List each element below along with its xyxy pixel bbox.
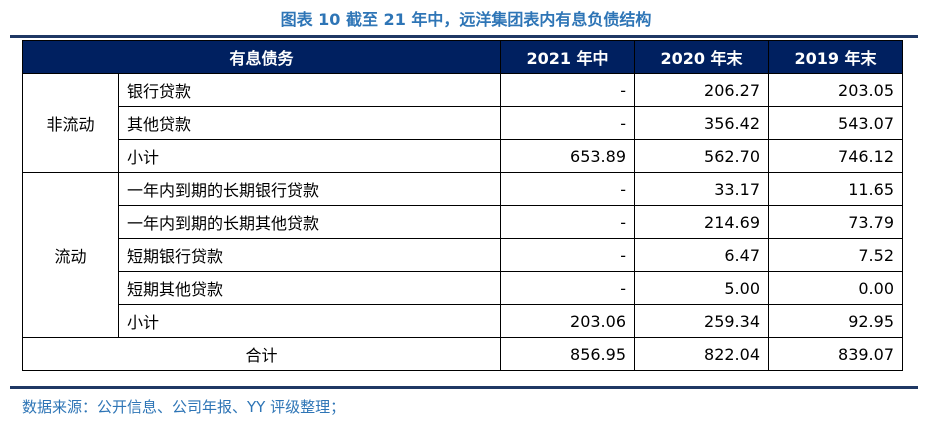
table-row: 流动 一年内到期的长期银行贷款 -33.17 11.65 (22, 172, 903, 338)
item-label: 短期其他贷款 (118, 271, 501, 305)
table-row: 非流动 银行贷款 -206.27 203.05 (22, 73, 903, 173)
value-cell: 73.79 (768, 205, 903, 239)
header-2019: 2019 年末 (768, 40, 903, 74)
table-row: 短期银行贷款 -6.47 7.52 (23, 238, 903, 272)
total-row: 合计 856.95 822.04 839.07 (22, 337, 903, 371)
header-item: 有息债务 (22, 40, 501, 74)
table-header: 有息债务 2021 年中 2020 年末 2019 年末 (22, 40, 903, 74)
item-label: 其他贷款 (118, 106, 501, 140)
table-row: 一年内到期的长期其他贷款 -214.69 73.79 (23, 205, 903, 239)
value-cell: 7.52 (768, 238, 903, 272)
value-cell: 203.05 (768, 73, 903, 107)
total-label: 合计 (22, 337, 501, 371)
table-row: 小计 203.06 259.34 92.95 (23, 304, 903, 338)
value-cell: 653.89 (500, 139, 635, 173)
value-cell: 206.27 (634, 73, 769, 107)
table-row: 其他贷款 -356.42 543.07 (23, 106, 903, 140)
value-cell: 562.70 (634, 139, 769, 173)
item-label: 一年内到期的长期银行贷款 (118, 172, 501, 206)
value-cell: - (500, 106, 635, 140)
value-cell: - (500, 73, 635, 107)
value-cell: - (500, 205, 635, 239)
value-cell: 746.12 (768, 139, 903, 173)
value-cell: - (500, 238, 635, 272)
debt-table: 有息债务 2021 年中 2020 年末 2019 年末 非流动 银行贷款 -206… (22, 40, 903, 371)
table-row: 小计 653.89 562.70 746.12 (23, 139, 903, 173)
value-cell: 214.69 (634, 205, 769, 239)
total-value: 856.95 (500, 337, 635, 371)
total-value: 839.07 (768, 337, 903, 371)
item-label: 小计 (118, 139, 501, 173)
bottom-divider (10, 386, 918, 389)
value-cell: - (500, 172, 635, 206)
value-cell: 259.34 (634, 304, 769, 338)
value-cell: - (500, 271, 635, 305)
table-row: 短期其他贷款 -5.00 0.00 (23, 271, 903, 305)
value-cell: 356.42 (634, 106, 769, 140)
source-note: 数据来源：公开信息、公司年报、YY 评级整理； (22, 398, 346, 416)
total-value: 822.04 (634, 337, 769, 371)
top-divider (10, 35, 918, 38)
value-cell: 11.65 (768, 172, 903, 206)
header-2021h1: 2021 年中 (500, 40, 635, 74)
figure-title: 图表 10 截至 21 年中，远洋集团表内有息负债结构 (280, 10, 652, 29)
item-label: 一年内到期的长期其他贷款 (118, 205, 501, 239)
item-label: 小计 (118, 304, 501, 338)
header-2020: 2020 年末 (634, 40, 769, 74)
value-cell: 543.07 (768, 106, 903, 140)
item-label: 银行贷款 (118, 73, 501, 107)
value-cell: 0.00 (768, 271, 903, 305)
value-cell: 33.17 (634, 172, 769, 206)
item-label: 短期银行贷款 (118, 238, 501, 272)
value-cell: 5.00 (634, 271, 769, 305)
value-cell: 6.47 (634, 238, 769, 272)
group-label: 流动 (22, 172, 119, 338)
value-cell: 203.06 (500, 304, 635, 338)
value-cell: 92.95 (768, 304, 903, 338)
group-label: 非流动 (22, 73, 119, 173)
